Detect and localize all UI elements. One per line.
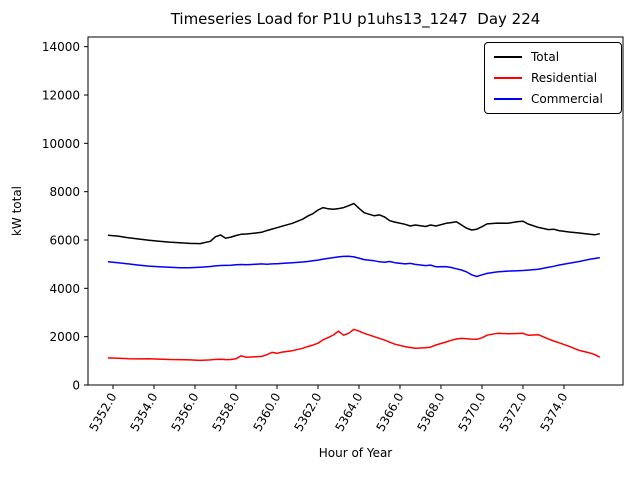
y-tick-label: 6000 [49, 234, 80, 248]
x-tick-label: 5358.0 [209, 391, 242, 434]
legend-label-residential: Residential [531, 71, 598, 85]
legend-entry-commercial: Commercial [494, 92, 612, 106]
y-tick-label: 14000 [42, 40, 80, 54]
y-tick-label: 12000 [42, 89, 80, 103]
y-tick-label: 4000 [49, 282, 80, 296]
legend: Total Residential Commercial [484, 42, 622, 114]
x-tick-label: 5364.0 [332, 391, 365, 434]
x-tick-label: 5374.0 [537, 391, 570, 434]
chart-title: Timeseries Load for P1U p1uhs13_1247 Day… [170, 10, 541, 28]
x-tick-label: 5356.0 [168, 391, 201, 434]
x-tick-label: 5370.0 [455, 391, 488, 434]
commercial-series-line [107, 255, 600, 278]
legend-label-total: Total [531, 50, 560, 64]
x-tick-label: 5362.0 [291, 391, 324, 434]
total-series-line [107, 202, 600, 245]
legend-entry-total: Total [494, 50, 612, 64]
y-tick-label: 10000 [42, 137, 80, 151]
legend-label-commercial: Commercial [531, 92, 603, 106]
legend-entry-residential: Residential [494, 71, 612, 85]
total-line-swatch [494, 56, 522, 58]
x-tick-label: 5354.0 [127, 391, 160, 434]
commercial-line-swatch [494, 98, 522, 100]
x-tick-label: 5360.0 [250, 391, 283, 434]
y-axis-label: kW total [10, 185, 24, 237]
y-tick-label: 8000 [49, 185, 80, 199]
residential-series-line [107, 328, 601, 362]
residential-line-swatch [494, 77, 522, 79]
y-tick-label: 0 [72, 379, 80, 393]
x-tick-label: 5366.0 [373, 391, 406, 434]
plot-border [87, 36, 624, 386]
x-tick-label: 5352.0 [86, 391, 119, 434]
x-axis-label: Hour of Year [318, 446, 393, 460]
x-tick-label: 5372.0 [496, 391, 529, 434]
y-tick-label: 2000 [49, 330, 80, 344]
x-tick-label: 5368.0 [414, 391, 447, 434]
